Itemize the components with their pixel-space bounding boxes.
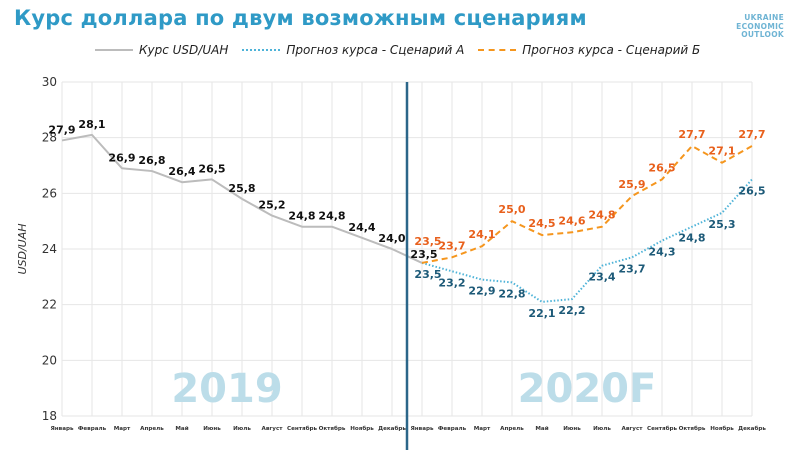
data-label: 26,5 bbox=[648, 161, 675, 174]
data-label: 23,4 bbox=[588, 271, 615, 284]
year-watermark: 2019 bbox=[171, 366, 282, 412]
data-label: 22,2 bbox=[558, 304, 585, 317]
data-label: 24,8 bbox=[288, 210, 315, 223]
legend: Курс USD/UAH Прогноз курса - Сценарий А … bbox=[95, 43, 714, 57]
x-tick-label: Ноябрь bbox=[710, 425, 734, 432]
x-tick-label: Декабрь bbox=[738, 425, 766, 432]
legend-label: Прогноз курса - Сценарий А bbox=[286, 43, 465, 57]
x-tick-label: Декабрь bbox=[378, 425, 406, 432]
legend-label: Курс USD/UAH bbox=[139, 43, 229, 57]
year-watermark: 2020F bbox=[518, 366, 657, 412]
data-label: 23,2 bbox=[438, 276, 465, 289]
data-label: 22,1 bbox=[528, 307, 555, 320]
y-tick-label: 24 bbox=[42, 242, 57, 256]
y-tick-label: 22 bbox=[42, 298, 57, 312]
data-label: 23,5 bbox=[410, 248, 437, 261]
data-label: 26,4 bbox=[168, 165, 195, 178]
data-label: 27,7 bbox=[678, 128, 705, 141]
x-tick-label: Июль bbox=[233, 426, 251, 432]
data-label: 22,8 bbox=[498, 287, 525, 300]
y-tick-label: 18 bbox=[42, 409, 57, 423]
x-tick-label: Сентябрь bbox=[647, 425, 678, 432]
legend-swatch-solid-icon bbox=[95, 49, 133, 51]
data-label: 24,8 bbox=[318, 210, 345, 223]
data-label: 25,9 bbox=[618, 178, 645, 191]
x-tick-label: Январь bbox=[410, 426, 433, 432]
legend-swatch-dashed-icon bbox=[478, 49, 517, 51]
y-axis: 18 20 22 24 26 28 30 USD/UAH bbox=[16, 75, 57, 423]
data-label: 24,5 bbox=[528, 217, 555, 230]
data-label: 26,5 bbox=[738, 184, 765, 197]
legend-item-historical: Курс USD/UAH bbox=[95, 43, 228, 57]
series-line-historical bbox=[61, 133, 423, 264]
x-tick-label: Февраль bbox=[78, 426, 107, 432]
series-line-scenario-b bbox=[421, 145, 753, 264]
chart-title: Курс доллара по двум возможным сценариям bbox=[14, 6, 587, 30]
legend-item-scenario-a: Прогноз курса - Сценарий А bbox=[242, 43, 464, 57]
data-label: 26,5 bbox=[198, 162, 225, 175]
data-label: 24,8 bbox=[588, 209, 615, 222]
data-label: 25,8 bbox=[228, 182, 255, 195]
x-tick-label: Август bbox=[622, 426, 644, 432]
data-label: 24,0 bbox=[378, 232, 405, 245]
y-axis-title: USD/UAH bbox=[16, 223, 29, 274]
series-lines bbox=[61, 133, 753, 303]
data-label: 23,5 bbox=[414, 235, 441, 248]
data-label: 27,9 bbox=[48, 123, 75, 136]
y-tick-label: 30 bbox=[42, 75, 57, 89]
data-label: 24,6 bbox=[558, 214, 585, 227]
x-tick-label: Март bbox=[474, 426, 491, 432]
x-tick-label: Октябрь bbox=[319, 425, 346, 432]
data-label: 26,9 bbox=[108, 151, 135, 164]
data-label: 24,8 bbox=[678, 232, 705, 245]
y-tick-label: 20 bbox=[42, 353, 57, 367]
data-label: 23,7 bbox=[618, 262, 645, 275]
x-tick-label: Май bbox=[175, 425, 188, 432]
x-tick-label: Август bbox=[262, 426, 284, 432]
x-tick-label: Июнь bbox=[203, 426, 221, 432]
x-tick-label: Май bbox=[535, 425, 548, 432]
x-tick-label: Апрель bbox=[140, 426, 164, 432]
x-tick-label: Январь bbox=[50, 426, 73, 432]
legend-label: Прогноз курса - Сценарий Б bbox=[522, 43, 701, 57]
data-label: 24,4 bbox=[348, 221, 375, 234]
x-tick-label: Июнь bbox=[563, 426, 581, 432]
ukraine-economic-outlook-logo: UKRAINE ECONOMIC OUTLOOK bbox=[736, 13, 784, 40]
x-tick-label: Февраль bbox=[438, 426, 467, 432]
y-tick-label: 26 bbox=[42, 186, 57, 200]
data-label: 24,1 bbox=[468, 228, 495, 241]
x-tick-label: Ноябрь bbox=[350, 425, 374, 432]
data-label: 25,3 bbox=[708, 218, 735, 231]
x-tick-label: Октябрь bbox=[679, 425, 706, 432]
data-label: 25,0 bbox=[498, 203, 525, 216]
logo-line: UKRAINE bbox=[744, 13, 784, 22]
data-label: 26,8 bbox=[138, 154, 165, 167]
data-label: 23,5 bbox=[414, 268, 441, 281]
y-tick-label: 28 bbox=[42, 131, 57, 145]
data-label: 27,1 bbox=[708, 145, 735, 158]
logo-line: OUTLOOK bbox=[741, 30, 784, 39]
data-labels: 27,9 28,126,9 26,826,4 26,525,825,224,8 24,8… bbox=[48, 118, 765, 320]
x-tick-label: Апрель bbox=[500, 426, 524, 432]
data-label: 28,1 bbox=[78, 118, 105, 131]
data-label: 25,2 bbox=[258, 199, 285, 212]
legend-item-scenario-b: Прогноз курса - Сценарий Б bbox=[478, 43, 700, 57]
year-watermarks: 2019 2020F bbox=[171, 366, 656, 412]
x-tick-label: Июль bbox=[593, 426, 611, 432]
x-axis: Январь Февраль Март Апрель Май Июнь Июль Август… bbox=[50, 425, 766, 432]
data-label: 24,3 bbox=[648, 246, 675, 259]
series-line-scenario-a bbox=[421, 178, 753, 303]
x-tick-label: Март bbox=[114, 426, 131, 432]
legend-swatch-dotted-icon bbox=[242, 49, 281, 51]
data-label: 23,7 bbox=[438, 239, 465, 252]
x-tick-label: Сентябрь bbox=[287, 425, 318, 432]
data-label: 27,7 bbox=[738, 128, 765, 141]
logo-line: ECONOMIC bbox=[736, 21, 784, 31]
data-label: 22,9 bbox=[468, 285, 495, 298]
